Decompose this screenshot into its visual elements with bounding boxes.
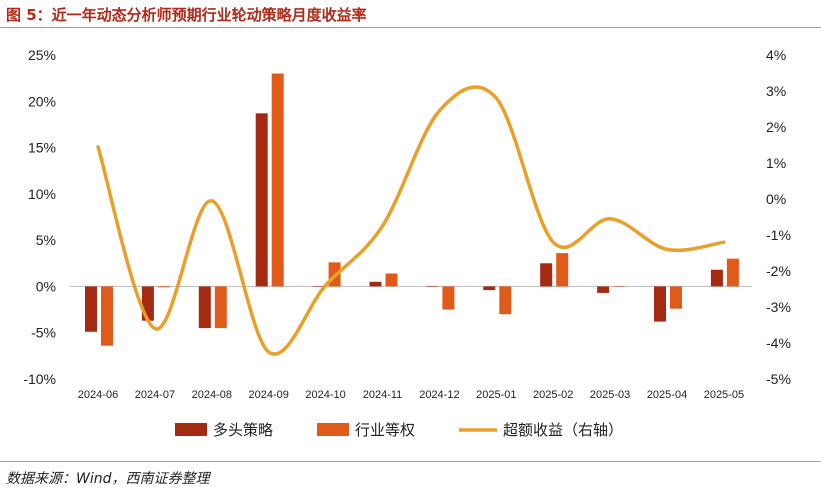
x-axis-tick: 2024-07 xyxy=(135,389,175,401)
legend-long-label: 多头策略 xyxy=(213,422,273,439)
industry-bar xyxy=(613,286,626,287)
long-bar xyxy=(654,286,666,322)
title-divider xyxy=(0,27,821,28)
left-axis-tick: 5% xyxy=(36,232,56,248)
x-axis-tick: 2025-03 xyxy=(590,389,630,401)
x-axis-tick: 2025-04 xyxy=(647,389,687,401)
left-axis-tick: 10% xyxy=(28,186,56,202)
long-bar xyxy=(312,286,325,287)
industry-bar xyxy=(271,73,284,287)
x-axis-tick: 2025-05 xyxy=(704,389,744,401)
industry-bar xyxy=(214,286,227,329)
chart: 25% 20% 15% 10% 5% 0% -5% -10% 4% 3% 2% 1% 0% -1% -2% -… xyxy=(23,47,791,439)
footer-divider xyxy=(0,461,821,462)
x-axis-tick: 2024-09 xyxy=(249,389,289,401)
excess-return-line xyxy=(96,85,726,356)
long-bar xyxy=(198,286,211,329)
legend-long-swatch xyxy=(175,423,207,436)
right-axis-tick: -1% xyxy=(766,227,791,243)
figure-title: 图 5：近一年动态分析师预期行业轮动策略月度收益率 xyxy=(6,6,367,24)
left-axis-tick: 20% xyxy=(28,93,56,109)
x-axis-tick: 2024-12 xyxy=(419,389,459,401)
x-axis-tick: 2024-08 xyxy=(192,389,232,401)
industry-bar xyxy=(670,286,682,309)
legend-industry-swatch xyxy=(317,423,349,436)
x-axis-tick: 2024-06 xyxy=(78,389,118,401)
right-axis-tick: 0% xyxy=(766,191,786,207)
x-axis-tick: 2025-01 xyxy=(476,389,516,401)
right-axis-tick: 1% xyxy=(766,155,786,171)
left-axis-tick: 0% xyxy=(36,278,56,294)
legend-industry-label: 行业等权 xyxy=(355,421,415,439)
long-bar xyxy=(483,286,496,291)
left-axis-tick: -5% xyxy=(31,325,56,341)
x-axis-tick: 2024-10 xyxy=(305,389,345,401)
right-axis-tick: -2% xyxy=(766,263,791,279)
industry-bar xyxy=(556,253,569,287)
left-axis-tick: -10% xyxy=(23,371,56,387)
left-axis-tick: 15% xyxy=(28,140,56,156)
long-bar xyxy=(540,263,553,287)
right-axis-tick: -5% xyxy=(766,371,791,387)
left-axis-tick: 25% xyxy=(28,47,56,63)
industry-bar xyxy=(101,286,113,346)
right-axis-tick: 3% xyxy=(766,83,786,99)
right-axis-tick: -4% xyxy=(766,335,791,351)
industry-bar xyxy=(157,286,170,288)
x-axis-tick: 2025-02 xyxy=(533,389,573,401)
industry-bar xyxy=(442,286,455,310)
source-note: 数据来源：Wind，西南证券整理 xyxy=(6,471,210,487)
long-bar xyxy=(85,286,97,332)
x-axis-tick: 2024-11 xyxy=(363,389,403,401)
right-axis-tick: 4% xyxy=(766,47,786,63)
long-bar xyxy=(369,281,382,287)
long-bar xyxy=(426,286,439,287)
long-bar xyxy=(255,113,268,287)
right-axis-tick: -3% xyxy=(766,299,791,315)
legend-excess-label: 超额收益（右轴） xyxy=(503,422,623,439)
long-bar xyxy=(710,269,723,287)
industry-bar xyxy=(726,258,739,287)
right-axis-tick: 2% xyxy=(766,119,786,135)
industry-bar xyxy=(499,286,512,315)
industry-bar xyxy=(385,273,398,287)
long-bar xyxy=(597,286,610,293)
